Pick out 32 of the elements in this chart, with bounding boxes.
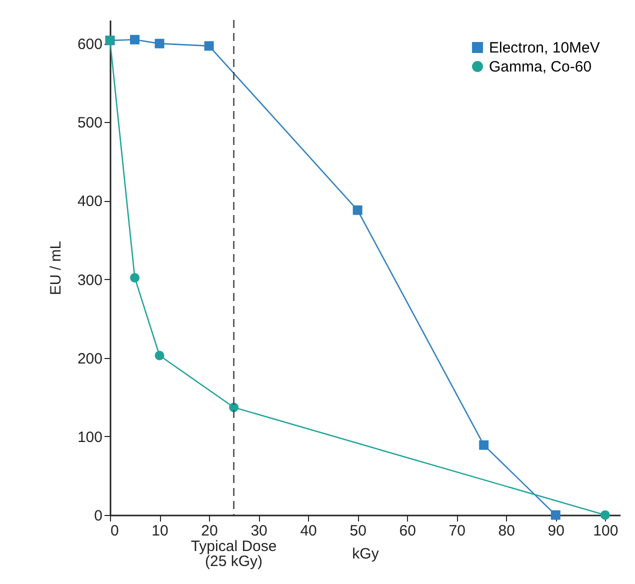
point bbox=[479, 440, 489, 450]
x-axis-title: kGy bbox=[352, 546, 380, 562]
x-tick-label: 0 bbox=[110, 522, 119, 540]
x-tick-label: 80 bbox=[498, 522, 515, 540]
legend-label: Gamma, Co-60 bbox=[489, 58, 592, 76]
x-tick-label: 70 bbox=[448, 522, 466, 540]
y-tick-label: 600 bbox=[77, 36, 102, 54]
point bbox=[154, 38, 164, 48]
x-tick-label: 20 bbox=[201, 522, 218, 540]
point bbox=[352, 205, 362, 215]
y-tick-label: 500 bbox=[77, 114, 102, 132]
point bbox=[550, 510, 560, 520]
x-tick-label: 100 bbox=[593, 522, 618, 540]
x-tick-label: 10 bbox=[152, 522, 168, 540]
point bbox=[154, 350, 164, 360]
point bbox=[204, 41, 214, 51]
legend-label: Electron, 10MeV bbox=[489, 40, 600, 56]
point bbox=[130, 272, 140, 282]
point bbox=[600, 510, 610, 520]
x-tick-label: 50 bbox=[350, 522, 366, 540]
x-tick-label: 40 bbox=[300, 522, 317, 540]
point bbox=[130, 34, 140, 44]
y-axis-title: EU / mL bbox=[47, 240, 64, 296]
y-tick-label: 200 bbox=[77, 350, 102, 368]
ref-line-label: Typical Dose (25 kGy) bbox=[190, 538, 277, 570]
y-tick-label: 0 bbox=[94, 508, 102, 524]
x-tick-label: 60 bbox=[399, 522, 416, 540]
x-tick-label: 90 bbox=[548, 522, 564, 540]
x-tick-label: 30 bbox=[250, 522, 268, 540]
y-tick-label: 300 bbox=[77, 272, 102, 289]
y-tick-label: 400 bbox=[77, 193, 102, 210]
y-tick-label: 100 bbox=[77, 428, 102, 446]
